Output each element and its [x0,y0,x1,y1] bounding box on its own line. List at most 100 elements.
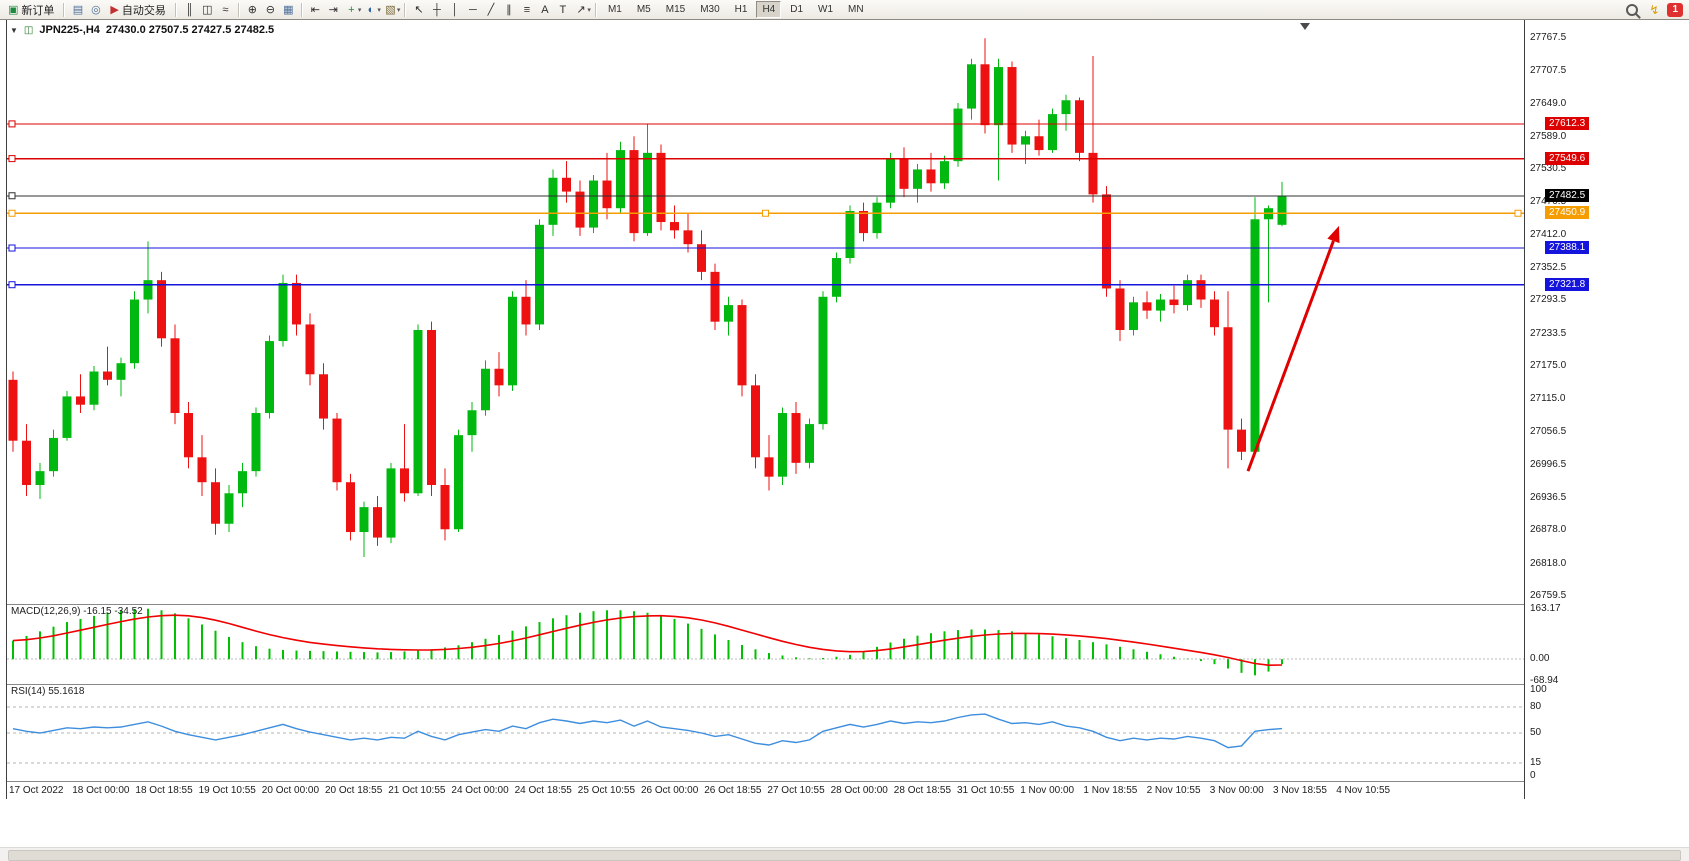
candle-body [751,385,760,458]
autotrading-button-label: 自动交易 [121,4,166,17]
candle-body [589,180,598,228]
search-icon[interactable] [1626,3,1639,16]
timeframe-button-h4[interactable]: H4 [756,1,782,18]
horizontal-line-icon[interactable]: ─ [469,3,477,16]
candle-body [1129,302,1138,330]
time-axis-label: 24 Oct 18:55 [514,785,572,796]
ohlc-values: 27430.0 27507.5 27427.5 27482.5 [105,24,275,36]
line-handle[interactable] [762,209,769,217]
trend-arrow-line[interactable] [1246,240,1335,472]
autotrading-button[interactable]: ▶ 自动交易 [105,1,170,19]
timeframe-button-h1[interactable]: H1 [734,4,748,15]
candle-body [1021,136,1030,145]
periods-icon-dropdown-arrow[interactable]: ▾ [377,6,381,14]
candle-body [89,371,99,405]
candle-body [440,484,450,530]
auto-scroll-icon[interactable]: ⇤ [310,3,320,16]
timeframe-button-mn[interactable]: MN [848,4,864,15]
candle-body [899,158,909,189]
timeframe-button-d1[interactable]: D1 [790,4,804,15]
periods-icon[interactable]: ◐ [367,3,375,16]
timeframe-button-m15[interactable]: M15 [665,4,686,15]
line-handle[interactable] [8,209,16,217]
text-icon[interactable]: A [541,3,549,16]
charts-grid-icon[interactable]: ▤ [72,3,84,16]
rsi-pane[interactable]: RSI(14) 55.1618 [7,684,1524,781]
fibonacci-icon[interactable]: ≡ [523,3,531,16]
templates-icon-button[interactable]: ▧ ▾ [382,2,401,18]
line-handle[interactable] [8,281,16,289]
candle-body [467,410,477,436]
macd-pane[interactable]: MACD(12,26,9) -16.15 -34.52 [7,604,1524,684]
line-handle[interactable] [8,192,16,200]
price-axis-label: 26936.5 [1530,491,1567,503]
line-handle[interactable] [8,244,16,252]
tile-windows-icon[interactable]: ▦ [283,3,294,16]
price-pane[interactable]: ▼ ◫ JPN225-,H4 27430.0 27507.5 27427.5 2… [7,20,1524,604]
time-axis-label: 27 Oct 10:55 [767,785,825,796]
label-icon[interactable]: T [559,3,567,16]
line-handle[interactable] [1514,209,1522,217]
indicators-icon-button[interactable]: + ▾ [343,2,362,18]
candle-body [805,424,814,463]
periods-icon-button[interactable]: ◐ ▾ [362,2,381,18]
macd-canvas[interactable] [7,605,1524,684]
time-axis-label: 1 Nov 00:00 [1020,785,1075,796]
price-axis-label: 26818.0 [1530,557,1567,569]
zoom-out-icon[interactable]: ⊖ [265,3,275,16]
channel-icon[interactable]: ∥ [506,3,512,16]
candle-body [575,191,585,228]
cursor-icon[interactable]: ↖ [414,3,424,16]
price-axis[interactable]: 27767.5 27707.5 27649.0 27589.0 27530.5 27470… [1524,20,1689,799]
trend-arrow-head[interactable] [1327,225,1340,244]
timeframe-button-m5[interactable]: M5 [636,4,651,15]
candle-body [1156,299,1165,311]
line-handle[interactable] [8,155,16,163]
symbol-period-label: JPN225-,H4 [39,24,100,36]
one-click-trading-arrow[interactable]: ▼ [10,25,18,35]
candle-body [913,169,922,189]
timeframe-button-w1[interactable]: W1 [818,4,834,15]
horizontal-scrollbar[interactable] [0,847,1689,861]
candle-body [886,158,895,203]
timeframe-button-m1[interactable]: M1 [607,4,622,15]
notification-badge[interactable]: 1 [1667,2,1683,17]
time-axis-label: 19 Oct 10:55 [198,785,256,796]
alert-icon[interactable]: ↯ [1649,2,1660,17]
indicators-icon[interactable]: + [348,3,355,16]
candle-body [332,418,342,483]
candle-body [629,150,639,234]
candle-body [1142,302,1152,311]
zoom-in-icon[interactable]: ⊕ [247,3,257,16]
macd-axis-label: 163.17 [1530,602,1561,614]
scrollbar-thumb[interactable] [8,850,1681,861]
line-chart-icon[interactable]: ≈ [222,3,229,16]
bar-chart-icon[interactable]: ║ [185,3,194,16]
indicators-icon-dropdown-arrow[interactable]: ▾ [357,6,362,14]
price-axis-label: 27649.0 [1530,97,1567,109]
arrows-icon[interactable]: ↗ [576,3,586,16]
price-axis-label: 27056.5 [1530,425,1567,437]
price-axis-label: 27233.5 [1530,327,1567,339]
trendline-icon[interactable]: ╱ [487,3,495,16]
crosshair-icon[interactable]: ┼ [433,3,441,16]
candle-body [508,296,517,386]
vertical-line-icon[interactable]: │ [451,3,459,16]
candlestick-chart-icon[interactable]: ◫ [202,3,213,16]
timeframe-button-m30[interactable]: M30 [700,4,720,15]
candle-body [697,244,706,272]
candle-body [872,202,882,234]
market-watch-icon[interactable]: ◎ [91,3,101,16]
price-chart-canvas[interactable] [7,20,1524,604]
chart-shift-icon[interactable]: ⇥ [328,3,338,16]
chart-shift-marker[interactable] [1300,23,1310,30]
time-axis[interactable]: 17 Oct 2022 18 Oct 00:00 18 Oct 18:55 19 Oc… [7,781,1524,800]
arrows-icon-button[interactable]: ↗ ▾ [572,2,591,18]
templates-icon-dropdown-arrow[interactable]: ▾ [396,6,401,14]
arrows-icon-dropdown-arrow[interactable]: ▾ [587,6,591,14]
templates-icon[interactable]: ▧ [385,3,396,16]
rsi-canvas[interactable] [7,685,1524,781]
price-axis-label: 27530.5 [1530,163,1567,175]
new-order-button[interactable]: ▣ 新订单 [3,1,59,19]
line-handle[interactable] [8,120,16,128]
